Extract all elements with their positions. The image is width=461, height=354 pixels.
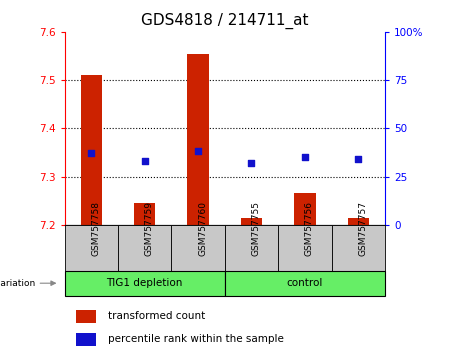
Text: GSM757757: GSM757757 [358,201,367,256]
Bar [81,75,102,225]
Text: GSM757758: GSM757758 [91,201,100,256]
Bar [348,218,369,225]
Bar [294,193,315,225]
Text: transformed count: transformed count [108,312,206,321]
Bar [331,225,385,271]
Bar [118,225,171,271]
Bar [77,333,96,346]
Title: GDS4818 / 214711_at: GDS4818 / 214711_at [141,13,308,29]
Point [301,154,308,160]
Bar [241,218,262,225]
Text: control: control [287,278,323,288]
Point [195,149,202,154]
Bar [65,271,225,296]
Bar [77,310,96,323]
Bar [171,225,225,271]
Point [88,150,95,156]
Bar [225,271,385,296]
Point [248,160,255,166]
Text: genotype/variation: genotype/variation [0,279,35,288]
Bar [65,225,118,271]
Bar [134,203,155,225]
Bar [187,53,209,225]
Text: GSM757756: GSM757756 [305,201,314,256]
Point [141,158,148,164]
Bar [278,225,331,271]
Text: percentile rank within the sample: percentile rank within the sample [108,335,284,344]
Bar [225,225,278,271]
Text: GSM757759: GSM757759 [145,201,154,256]
Text: GSM757760: GSM757760 [198,201,207,256]
Point [355,156,362,162]
Text: GSM757755: GSM757755 [251,201,260,256]
Text: TIG1 depletion: TIG1 depletion [106,278,183,288]
